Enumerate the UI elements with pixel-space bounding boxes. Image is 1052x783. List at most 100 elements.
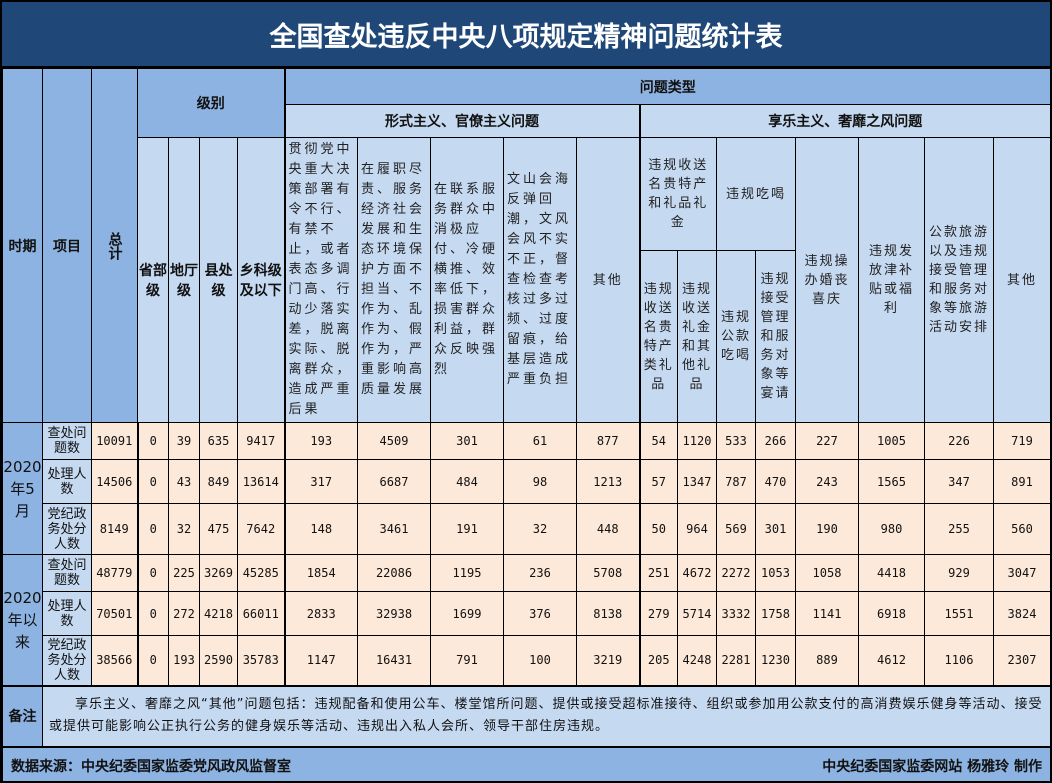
table-cell: 1106	[924, 635, 994, 686]
table-cell: 4612	[858, 635, 925, 686]
table-cell: 448	[576, 503, 640, 555]
period-label: 2020年以来	[2, 554, 43, 686]
table-cell: 0	[136, 635, 169, 686]
header-hedonism: 享乐主义、奢靡之风问题	[638, 104, 1050, 138]
sheet-title: 全国查处违反中央八项规定精神问题统计表	[2, 2, 1050, 68]
table-cell: 635	[199, 422, 238, 460]
table-cell: 1854	[283, 554, 358, 592]
table-cell: 317	[283, 459, 358, 504]
credit: 中央纪委国家监委网站 杨雅玲 制作	[822, 758, 1043, 775]
table-cell: 2833	[283, 591, 358, 636]
row-item-label: 处理人数	[42, 591, 92, 636]
table-cell: 4248	[677, 635, 717, 686]
table-cell: 1551	[924, 591, 994, 636]
table-row: 处理人数 70501 0 272 4218 66011 2833 32938 1699 376 81…	[3, 591, 1050, 636]
row-item-label: 查处问题数	[42, 422, 92, 460]
table-cell: 1147	[283, 635, 358, 686]
header-dining-group: 违规吃喝	[716, 136, 796, 252]
header-gifts-col-1: 违规收送名贵特产类礼品	[638, 250, 678, 423]
table-cell: 791	[430, 635, 504, 686]
remark-label: 备注	[2, 684, 43, 747]
header-hedonism-col-weddings: 违规操办婚丧喜庆	[795, 137, 859, 423]
table-cell: 205	[638, 635, 678, 686]
table-cell: 45285	[237, 554, 285, 592]
header-formalism-other: 其他	[576, 137, 640, 423]
table-cell: 719	[992, 422, 1050, 460]
table-cell: 50	[638, 503, 678, 555]
table-cell: 980	[858, 503, 925, 555]
table-cell: 3269	[199, 554, 238, 592]
table-cell: 32	[168, 503, 200, 555]
table-cell: 10091	[91, 422, 138, 460]
table-cell: 1141	[795, 591, 859, 636]
table-cell: 7642	[237, 503, 285, 555]
table-cell: 4418	[858, 554, 925, 592]
table-cell: 3047	[992, 554, 1050, 592]
period-label: 2020年5月	[2, 422, 43, 555]
table-cell: 193	[168, 635, 200, 686]
table-cell: 1058	[795, 554, 859, 592]
table-cell: 54	[638, 422, 678, 460]
table-row: 处理人数 14506 0 43 849 13614 317 6687 484 98 1213 57 13…	[3, 459, 1050, 504]
table-cell: 1213	[576, 459, 640, 504]
table-cell: 0	[136, 459, 169, 504]
table-cell: 0	[136, 554, 169, 592]
table-cell: 4509	[357, 422, 431, 460]
table-cell: 70501	[91, 591, 138, 636]
table-cell: 6687	[357, 459, 431, 504]
table-row: 党纪政务处分人数 8149 0 32 475 7642 148 3461 191 32 448 50 9…	[3, 503, 1050, 555]
header-period: 时期	[2, 68, 43, 423]
table-cell: 4218	[199, 591, 238, 636]
table-cell: 38566	[91, 635, 138, 686]
table-cell: 16431	[357, 635, 431, 686]
table-cell: 148	[283, 503, 358, 555]
table-cell: 301	[755, 503, 796, 555]
table-cell: 3332	[716, 591, 756, 636]
table-cell: 1053	[755, 554, 796, 592]
table-cell: 3461	[357, 503, 431, 555]
table-cell: 48779	[91, 554, 138, 592]
table-cell: 376	[503, 591, 577, 636]
table-cell: 2307	[992, 635, 1050, 686]
table-cell: 1347	[677, 459, 717, 504]
header-formalism-col-1: 贯彻党中央重大决策部署有令不行、有禁不止，或者表态多调门高、行动少落实差，脱离实…	[283, 137, 358, 423]
table-cell: 0	[136, 591, 169, 636]
table-cell: 8138	[576, 591, 640, 636]
table-cell: 35783	[237, 635, 285, 686]
table-cell: 100	[503, 635, 577, 686]
table-cell: 98	[503, 459, 577, 504]
table-cell: 255	[924, 503, 994, 555]
table-cell: 13614	[237, 459, 285, 504]
table-cell: 2590	[199, 635, 238, 686]
table-cell: 1565	[858, 459, 925, 504]
header-hedonism-col-travel: 公款旅游以及违规接受管理和服务对象等旅游活动安排	[924, 137, 994, 423]
header-level-county: 县处级	[199, 137, 238, 423]
table-cell: 1120	[677, 422, 717, 460]
table-cell: 1005	[858, 422, 925, 460]
header-dining-col-1: 违规公款吃喝	[716, 250, 756, 423]
table-cell: 2281	[716, 635, 756, 686]
data-rows: 2020年5月 查处问题数 10091 0 39 635 9417 193 4509 301 61 8…	[2, 422, 1050, 686]
table-cell: 193	[283, 422, 358, 460]
table-cell: 57	[638, 459, 678, 504]
table-cell: 236	[503, 554, 577, 592]
table-cell: 964	[677, 503, 717, 555]
header-total: 总计	[91, 68, 138, 423]
table-cell: 475	[199, 503, 238, 555]
table-cell: 0	[136, 503, 169, 555]
row-item-label: 处理人数	[42, 459, 92, 504]
header-formalism-col-4: 文山会海反弹回潮，文风会风不实不正，督查检查考核过多过频、过度留痕，给基层造成严…	[503, 137, 577, 423]
header-hedonism-col-allowances: 违规发放津补贴或福利	[858, 137, 925, 423]
table-cell: 484	[430, 459, 504, 504]
header-gifts-group: 违规收送名贵特产和礼品礼金	[638, 136, 717, 252]
table-cell: 1230	[755, 635, 796, 686]
table-cell: 347	[924, 459, 994, 504]
table-cell: 6918	[858, 591, 925, 636]
table-cell: 560	[992, 503, 1050, 555]
table-cell: 301	[430, 422, 504, 460]
header-hedonism-other: 其他	[992, 137, 1050, 423]
table-cell: 1195	[430, 554, 504, 592]
table-cell: 3824	[992, 591, 1050, 636]
header-dining-col-2: 违规接受管理和服务对象等宴请	[755, 250, 796, 423]
